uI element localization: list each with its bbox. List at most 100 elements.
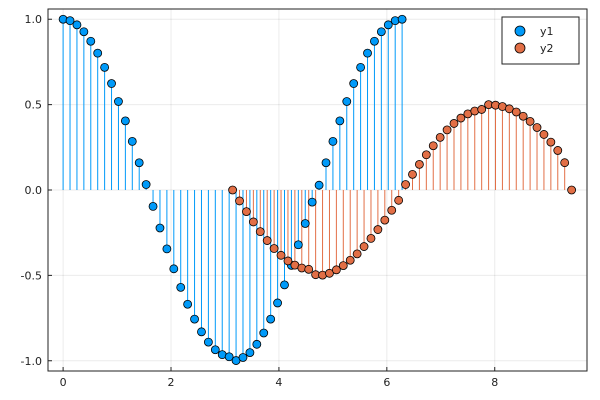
x-tick-label: 6: [383, 376, 390, 389]
data-point: [224, 352, 234, 362]
data-point: [245, 348, 255, 358]
data-point: [560, 158, 570, 168]
data-point: [335, 116, 345, 126]
data-point: [387, 205, 397, 215]
data-point: [373, 225, 383, 234]
data-point: [210, 345, 220, 355]
y-tick-label: -0.5: [21, 269, 42, 282]
data-point: [325, 268, 334, 278]
series-y1-points: [58, 14, 407, 365]
data-point: [456, 113, 466, 123]
data-point: [546, 137, 556, 147]
data-point: [363, 48, 372, 58]
data-point: [190, 314, 199, 324]
data-point: [141, 180, 151, 189]
data-point: [376, 27, 386, 37]
data-point: [449, 119, 459, 128]
data-point: [203, 337, 213, 347]
data-point: [283, 256, 293, 266]
data-point: [366, 234, 376, 243]
data-point: [359, 242, 369, 251]
data-point: [415, 159, 424, 169]
data-point: [114, 97, 123, 106]
data-point: [262, 236, 272, 245]
data-point: [259, 328, 269, 338]
data-point: [238, 353, 248, 362]
data-point: [477, 105, 487, 114]
x-tick-label: 8: [491, 376, 498, 389]
data-point: [304, 264, 314, 274]
data-point: [401, 180, 410, 189]
data-point: [435, 132, 445, 142]
y-tick-label: -1.0: [21, 355, 42, 368]
data-point: [266, 314, 276, 324]
data-point: [134, 158, 144, 168]
data-point: [383, 20, 393, 30]
data-point: [176, 282, 186, 292]
data-point: [345, 255, 355, 265]
data-point: [408, 169, 417, 179]
data-point: [525, 116, 535, 126]
data-point: [65, 16, 75, 26]
x-tick-label: 4: [275, 376, 282, 389]
data-point: [300, 219, 310, 228]
data-point: [127, 137, 137, 146]
data-point: [518, 111, 528, 121]
y-tick-label: 1.0: [25, 13, 43, 26]
data-point: [197, 327, 206, 337]
data-point: [532, 123, 542, 132]
data-point: [86, 36, 96, 46]
data-point: [183, 299, 193, 309]
data-point: [511, 107, 521, 117]
stem-lines: [62, 19, 566, 361]
data-point: [567, 185, 577, 195]
data-point: [248, 217, 258, 227]
axis-ticks: 0 2 4 6 8 -1.0 -0.5 0.0 0.5 1.0: [21, 13, 499, 389]
y-tick-label: 0.0: [25, 184, 43, 197]
data-point: [342, 97, 352, 106]
data-point: [252, 339, 262, 349]
data-point: [314, 180, 324, 190]
data-point: [370, 36, 379, 46]
data-points: [58, 14, 577, 365]
data-point: [155, 223, 165, 233]
data-point: [107, 79, 116, 88]
data-point: [539, 130, 549, 139]
y-tick-label: 0.5: [25, 99, 43, 112]
data-point: [148, 202, 158, 211]
data-point: [93, 48, 103, 58]
data-point: [162, 244, 172, 254]
data-point: [349, 79, 359, 88]
data-point: [338, 261, 348, 270]
data-point: [331, 265, 341, 275]
x-tick-label: 2: [168, 376, 175, 389]
x-tick-label: 0: [60, 376, 67, 389]
data-point: [255, 227, 265, 237]
data-point: [269, 244, 279, 253]
legend-label: y1: [540, 25, 554, 38]
data-point: [120, 116, 130, 126]
data-point: [394, 195, 404, 205]
data-point: [352, 249, 362, 259]
data-point: [169, 264, 179, 274]
data-point: [428, 141, 438, 151]
data-point: [280, 280, 289, 290]
data-point: [235, 196, 244, 206]
legend-label: y2: [540, 42, 554, 55]
data-point: [293, 240, 303, 250]
legend-marker: [514, 25, 526, 37]
legend-marker: [514, 42, 526, 54]
legend-box: [501, 16, 580, 65]
data-point: [321, 158, 331, 168]
data-point: [553, 146, 563, 155]
data-point: [307, 197, 317, 207]
data-point: [397, 14, 407, 24]
data-point: [421, 150, 431, 160]
data-point: [72, 20, 82, 30]
data-point: [79, 27, 89, 37]
data-point: [442, 125, 452, 135]
data-point: [328, 137, 338, 146]
data-point: [273, 298, 282, 308]
